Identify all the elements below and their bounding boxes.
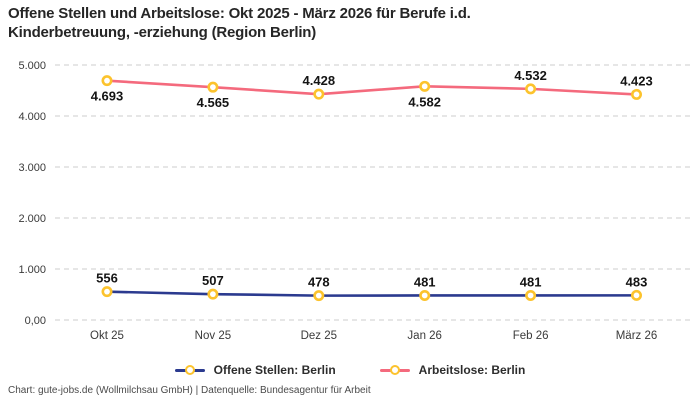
data-point-marker[interactable] <box>207 81 219 93</box>
data-point-label: 4.423 <box>620 73 653 88</box>
x-axis-tick-label: Feb 26 <box>513 330 549 342</box>
data-point-label: 4.582 <box>408 94 441 109</box>
data-point-label: 478 <box>308 275 330 290</box>
legend-line-marker-icon <box>174 365 205 375</box>
x-axis-tick-label: Okt 25 <box>90 330 124 342</box>
x-axis-tick-label: Dez 25 <box>301 330 337 342</box>
x-axis-tick-label: März 26 <box>616 330 658 342</box>
legend-item-arbeitslose[interactable]: Arbeitslose: Berlin <box>379 363 526 377</box>
data-point-marker[interactable] <box>313 88 325 100</box>
legend-line-marker-icon <box>379 365 410 375</box>
data-point-marker[interactable] <box>525 289 537 301</box>
data-point-label: 481 <box>414 274 436 289</box>
chart-legend: Offene Stellen: Berlin Arbeitslose: Berl… <box>0 360 700 380</box>
data-point-label: 4.565 <box>197 95 230 110</box>
data-point-marker[interactable] <box>419 80 431 92</box>
chart-title-line2: Kinderbetreuung, -erziehung (Region Berl… <box>8 24 317 41</box>
series-line <box>105 290 638 297</box>
data-point-marker[interactable] <box>207 288 219 300</box>
data-point-label: 556 <box>96 271 118 286</box>
series-line <box>105 79 638 96</box>
y-axis-tick-label: 1.000 <box>18 264 46 276</box>
data-point-marker[interactable] <box>630 88 642 100</box>
x-axis-tick-label: Nov 25 <box>195 330 231 342</box>
data-point-marker[interactable] <box>101 286 113 298</box>
chart-title: Offene Stellen und Arbeitslose: Okt 2025… <box>8 4 692 42</box>
line-chart-canvas: 5.000 4.000 3.000 2.000 1.000 0,00 Okt 25 Nov 2… <box>18 60 692 342</box>
legend-label-offene-stellen: Offene Stellen: Berlin <box>213 363 336 377</box>
data-point-label: 4.693 <box>91 89 124 104</box>
data-point-label: 481 <box>520 274 542 289</box>
data-point-label: 4.532 <box>514 68 547 83</box>
legend-label-arbeitslose: Arbeitslose: Berlin <box>418 363 526 377</box>
chart-title-line1: Offene Stellen und Arbeitslose: Okt 2025… <box>8 5 471 22</box>
data-point-label: 483 <box>626 274 648 289</box>
data-point-label: 507 <box>202 273 224 288</box>
y-axis-tick-label: 5.000 <box>18 60 46 72</box>
chart-header: Offene Stellen und Arbeitslose: Okt 2025… <box>8 4 692 42</box>
y-axis-tick-label: 4.000 <box>18 111 46 123</box>
chart-source-credit: Chart: gute-jobs.de (Wollmilchsau GmbH) … <box>8 385 371 396</box>
x-axis-tick-label: Jan 26 <box>407 330 442 342</box>
legend-item-offene-stellen[interactable]: Offene Stellen: Berlin <box>174 363 336 377</box>
data-point-label: 4.428 <box>303 73 336 88</box>
data-point-marker[interactable] <box>419 289 431 301</box>
legend-point-icon <box>184 365 195 375</box>
y-axis-tick-label: 2.000 <box>18 213 46 225</box>
data-point-marker[interactable] <box>313 290 325 302</box>
data-point-marker[interactable] <box>525 83 537 95</box>
data-point-marker[interactable] <box>101 75 113 87</box>
y-axis-tick-label: 0,00 <box>25 315 46 327</box>
data-point-marker[interactable] <box>630 289 642 301</box>
y-axis-tick-label: 3.000 <box>18 162 46 174</box>
legend-point-icon <box>389 365 400 375</box>
